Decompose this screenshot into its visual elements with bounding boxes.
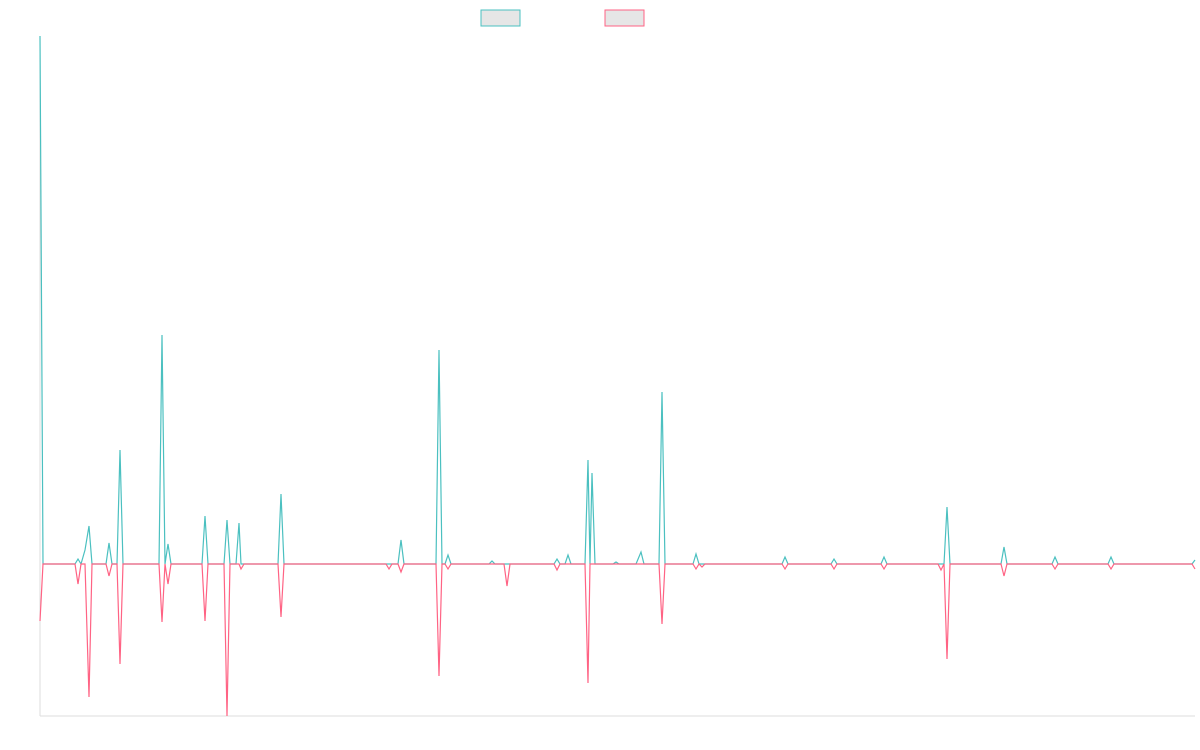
series-line [39,563,1196,717]
legend-swatch [480,9,521,27]
legend-swatch [604,9,645,27]
series-line [39,35,1196,566]
